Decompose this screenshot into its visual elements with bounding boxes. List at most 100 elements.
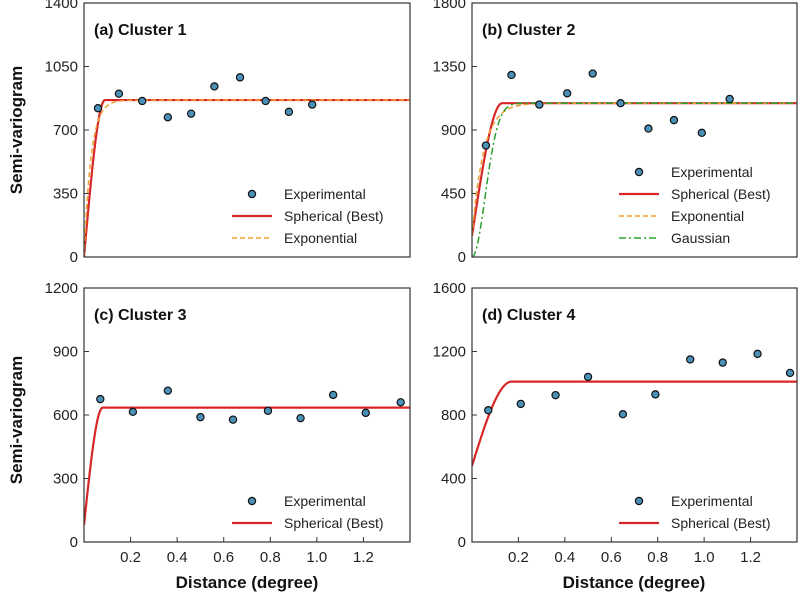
x-tick-label: 0.8 xyxy=(647,549,668,566)
panels: 0 350 700 1050 1400 (a) Cluster 1 Experimental… xyxy=(45,0,798,566)
y-axis-title-top: Semi-variogram xyxy=(7,66,26,195)
legend-label: Experimental xyxy=(671,493,753,509)
experimental-point xyxy=(128,407,138,417)
panel-title: (b) Cluster 2 xyxy=(482,22,575,39)
y-tick-label: 900 xyxy=(53,344,78,361)
experimental-point xyxy=(718,358,727,367)
experimental-point xyxy=(308,100,317,109)
experimental-point xyxy=(551,390,560,400)
x-axis-title-left: Distance (degree) xyxy=(176,573,319,592)
panel-title: (d) Cluster 4 xyxy=(482,307,575,324)
spherical-model-line xyxy=(84,98,410,257)
x-tick-label: 0.4 xyxy=(167,549,188,566)
experimental-point xyxy=(261,96,270,106)
x-tick-label: 1.0 xyxy=(694,549,715,566)
experimental-point xyxy=(562,89,572,98)
experimental-point xyxy=(284,107,294,117)
model-curves xyxy=(84,406,410,526)
legend-label: Exponential xyxy=(671,208,744,224)
experimental-point xyxy=(618,410,628,419)
experimental-point xyxy=(507,70,516,80)
experimental-point xyxy=(785,368,795,378)
experimental-point xyxy=(163,113,173,122)
y-tick-label: 1400 xyxy=(45,0,78,12)
legend-label: Experimental xyxy=(284,493,366,509)
experimental-point xyxy=(396,398,405,407)
chart-panel-3: 0 300 600 900 1200 0.2 0.4 0.6 0.8 1.0 1.2 (c) Clus… xyxy=(45,280,411,566)
experimental-point xyxy=(725,94,734,104)
legend-label: Spherical (Best) xyxy=(284,515,384,531)
y-tick-label: 1600 xyxy=(433,280,466,297)
experimental-point xyxy=(644,124,653,133)
y-tick-label: 600 xyxy=(53,407,78,424)
experimental-point xyxy=(361,408,370,418)
experimental-point xyxy=(114,89,124,98)
chart-panel-4: 0 400 800 1200 1600 0.2 0.4 0.6 0.8 1.0 1.2 (d) Clu… xyxy=(433,280,798,566)
legend-label: Spherical (Best) xyxy=(284,208,384,224)
experimental-point xyxy=(753,349,762,359)
legend-marker-experimental xyxy=(634,167,644,177)
y-tick-label: 350 xyxy=(53,186,78,203)
y-tick-label: 900 xyxy=(441,122,466,139)
y-tick-label: 0 xyxy=(458,249,466,266)
experimental-point xyxy=(328,390,338,400)
experimental-point xyxy=(196,412,205,422)
experimental-point xyxy=(235,73,245,82)
experimental-point xyxy=(583,372,593,382)
y-axis-title-bottom: Semi-variogram xyxy=(7,356,26,485)
experimental-point xyxy=(697,128,707,138)
axes-frame xyxy=(83,287,411,543)
x-tick-label: 1.2 xyxy=(740,549,761,566)
y-tick-label: 1350 xyxy=(433,59,466,76)
experimental-point xyxy=(93,104,103,113)
experimental-point xyxy=(210,82,219,91)
y-tick-label: 1200 xyxy=(433,344,466,361)
y-tick-label: 1800 xyxy=(433,0,466,12)
experimental-point xyxy=(588,69,597,78)
model-curves xyxy=(84,98,410,257)
x-tick-label: 0.6 xyxy=(601,549,622,566)
legend-label: Spherical (Best) xyxy=(671,186,771,202)
y-tick-label: 1050 xyxy=(45,59,78,76)
exponential-model-line xyxy=(84,99,410,257)
experimental-point xyxy=(669,115,679,125)
y-tick-label: 0 xyxy=(458,534,466,551)
experimental-point xyxy=(516,399,525,409)
x-tick-label: 0.4 xyxy=(554,549,575,566)
y-tick-label: 300 xyxy=(53,471,78,488)
panel-title: (c) Cluster 3 xyxy=(94,307,187,324)
legend-label: Exponential xyxy=(284,230,357,246)
y-tick-label: 1200 xyxy=(45,280,78,297)
legend-label: Spherical (Best) xyxy=(671,515,771,531)
legend-marker-experimental xyxy=(247,189,257,199)
x-tick-label: 0.2 xyxy=(120,549,141,566)
experimental-point xyxy=(616,98,625,108)
experimental-point xyxy=(686,355,695,364)
axes-frame xyxy=(471,2,798,258)
y-tick-label: 0 xyxy=(70,534,78,551)
experimental-point xyxy=(535,100,544,109)
x-axis-title-right: Distance (degree) xyxy=(563,573,706,592)
gaussian-model-line xyxy=(472,102,797,257)
experimental-point xyxy=(296,413,305,423)
chart-panel-2: 0 450 900 1350 1800 (b) Cluster 2 Experimental… xyxy=(433,0,798,266)
model-curves xyxy=(472,380,797,467)
model-curves xyxy=(472,102,797,257)
y-tick-label: 700 xyxy=(53,122,78,139)
y-tick-label: 450 xyxy=(441,186,466,203)
legend-marker-experimental xyxy=(634,496,644,506)
experimental-point xyxy=(138,96,147,106)
x-tick-label: 0.6 xyxy=(213,549,234,566)
axes-frame xyxy=(471,287,798,543)
spherical-model-line xyxy=(472,380,797,467)
x-tick-label: 0.2 xyxy=(508,549,529,566)
experimental-point xyxy=(484,406,493,415)
experimental-point xyxy=(651,390,660,399)
experimental-point xyxy=(263,406,273,415)
x-tick-label: 1.2 xyxy=(353,549,374,566)
y-tick-label: 800 xyxy=(441,407,466,424)
panel-title: (a) Cluster 1 xyxy=(94,22,187,39)
experimental-point xyxy=(228,415,238,424)
x-tick-label: 1.0 xyxy=(306,549,327,566)
